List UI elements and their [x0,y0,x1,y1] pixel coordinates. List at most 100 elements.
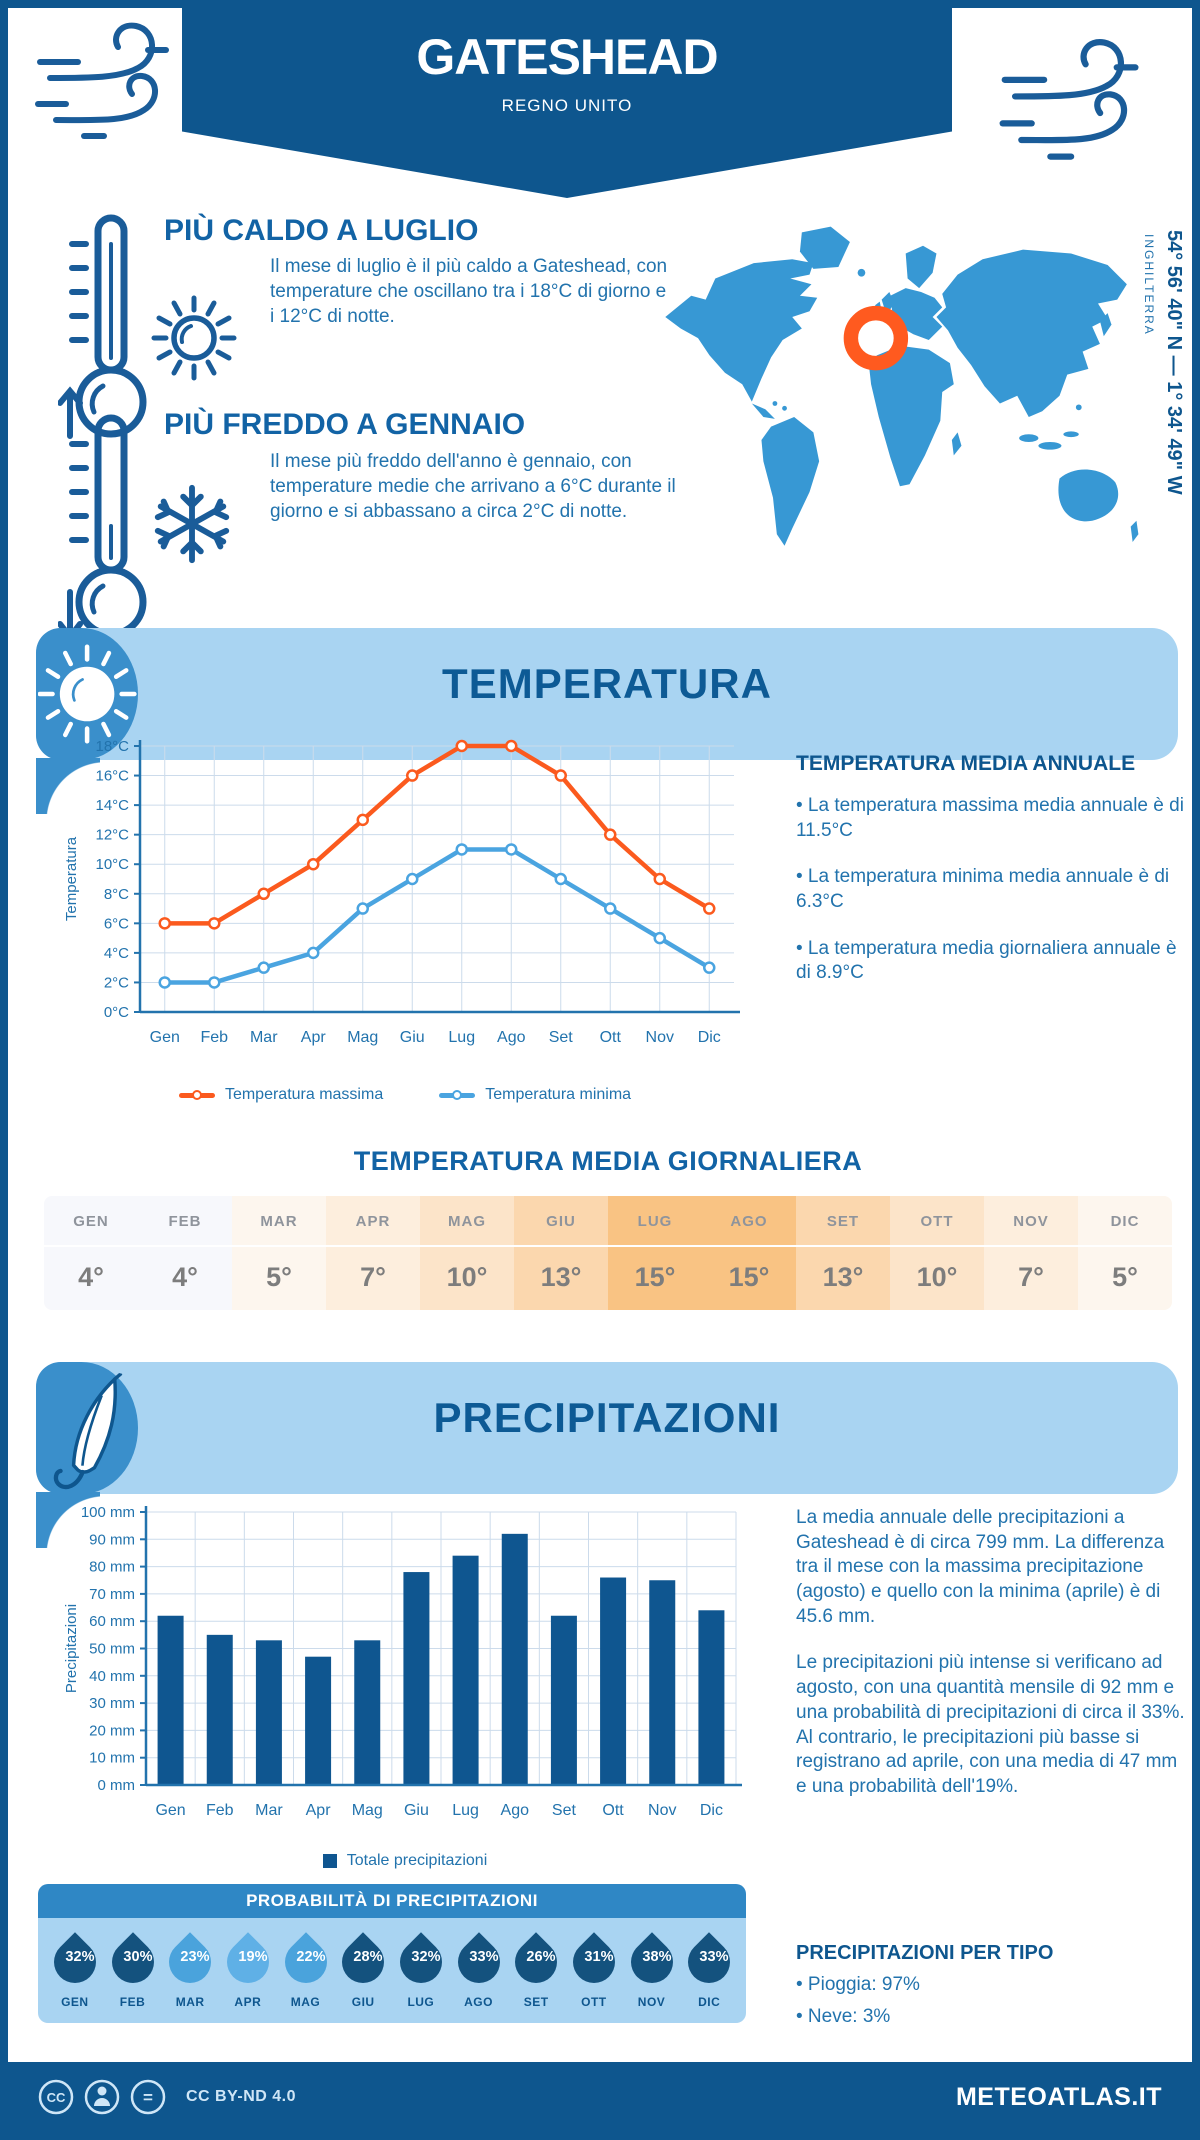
probability-value: 23% [180,1949,210,1966]
probability-value: 38% [641,1949,672,1966]
probability-month: LUG [407,1995,435,2009]
probability-cell: 33% DIC [679,1932,739,2009]
precipitation-paragraph: La media annuale delle precipitazioni a … [796,1507,1165,1627]
annual-temp-bullet: • La temperatura media giornaliera annua… [796,937,1177,984]
daily-temp-column: OTT 10° [890,1196,984,1310]
daily-temp-value: 7° [360,1262,386,1292]
map-region-label: INGHILTERRA [1142,234,1156,336]
precipitation-type-item: • Neve: 3% [796,2006,891,2027]
legend-min-label: Temperatura minima [485,1086,632,1103]
svg-text:Lug: Lug [452,1802,479,1819]
svg-text:Giu: Giu [404,1802,429,1819]
daily-temperature-title: TEMPERATURA MEDIA GIORNALIERA [353,1146,863,1176]
daily-temp-month: GEN [44,1196,138,1247]
svg-text:Mag: Mag [347,1029,378,1046]
thermometer-hot-icon [58,214,147,439]
daily-temp-value: 7° [1018,1262,1044,1292]
probability-cell: 26% SET [506,1932,566,2009]
daily-temperature-table: GEN 4° FEB 4° MAR 5° APR 7° MAG 10° GIU 13° LUG 15° AG… [44,1196,1172,1310]
svg-text:Feb: Feb [200,1029,228,1046]
probability-month: NOV [637,1995,666,2009]
daily-temp-value: 15° [728,1262,770,1292]
daily-temp-column: SET 13° [796,1196,890,1310]
probability-value: 26% [526,1949,556,1966]
sun-icon [151,295,237,381]
probability-cell: 23% MAR [160,1932,220,2009]
precipitation-section-banner: PRECIPITAZIONI [36,1362,1178,1494]
probability-month: MAR [175,1995,205,2009]
legend-min-dot [452,1089,463,1100]
daily-temp-month: FEB [138,1196,232,1247]
precipitation-text: La media annuale delle precipitazioni a … [796,1506,1191,1822]
probability-value: 31% [584,1949,614,1966]
brand-label: METEOATLAS.IT [955,2082,1162,2111]
raindrop-icon: 33% [679,1932,739,1992]
svg-text:50 mm: 50 mm [89,1641,135,1658]
temperature-chart: 0°C 2°C 4°C 6°C 8°C 10°C 12°C 14°C 16°C 18°C Gen Fe… [63,738,740,1046]
wind-icon-right [999,39,1139,160]
annual-temperature-heading: TEMPERATURA MEDIA ANNUALE [796,752,1136,775]
probability-month: OTT [581,1995,607,2009]
probability-month: SET [523,1995,549,2009]
svg-text:6°C: 6°C [104,915,129,932]
daily-temp-value: 13° [540,1262,582,1292]
world-map [665,226,1139,546]
legend-total-label: Totale precipitazioni [346,1852,488,1869]
svg-text:CC: CC [47,2090,66,2105]
svg-text:10 mm: 10 mm [89,1750,135,1767]
page-title: GATESHEAD [416,29,718,85]
precipitation-banner-tail [36,1492,100,1548]
precipitation-types-heading: PRECIPITAZIONI PER TIPO [796,1942,1054,1964]
sun-banner-icon [38,644,137,744]
svg-text:90 mm: 90 mm [89,1531,135,1548]
svg-text:2°C: 2°C [104,974,129,991]
daily-temp-value: 13° [822,1262,864,1292]
svg-text:Set: Set [549,1029,574,1046]
probability-cell: 28% GIU [333,1932,393,2009]
probability-value: 32% [65,1949,95,1966]
temperature-legend: Temperatura massima Temperatura minima [60,1086,750,1104]
daily-temp-month: AGO [702,1196,796,1247]
daily-temp-column: LUG 15° [608,1196,702,1310]
daily-temp-column: FEB 4° [138,1196,232,1310]
probability-value: 33% [468,1949,498,1966]
probability-cell: 22% MAG [275,1932,336,2009]
svg-text:Dic: Dic [700,1802,723,1819]
svg-text:Apr: Apr [301,1029,327,1046]
daily-temp-value: 15° [634,1262,676,1292]
svg-text:100 mm: 100 mm [81,1504,135,1521]
svg-text:Apr: Apr [306,1802,332,1819]
umbrella-icon [53,1372,123,1490]
svg-text:12°C: 12°C [95,827,129,844]
daily-temp-month: LUG [608,1196,702,1247]
daily-temp-column: AGO 15° [702,1196,796,1310]
raindrop-icon: 26% [506,1932,566,1992]
page-subtitle: REGNO UNITO [501,96,633,115]
svg-text:40 mm: 40 mm [89,1668,135,1685]
cold-title: PIÙ FREDDO A GENNAIO [164,408,526,441]
snowflake-icon [154,484,230,564]
svg-text:Ott: Ott [602,1802,624,1819]
raindrop-icon: 32% [391,1932,451,1992]
temperature-banner-cap [36,628,138,760]
probability-month: MAG [290,1995,321,2009]
precipitation-section-title: PRECIPITAZIONI [433,1394,781,1441]
raindrop-icon: 30% [102,1932,163,1992]
probability-month: FEB [119,1995,146,2009]
svg-text:0°C: 0°C [104,1004,129,1021]
raindrop-icon: 28% [333,1932,393,1992]
probability-value: 32% [411,1949,441,1966]
precipitation-banner-cap [36,1362,138,1494]
svg-text:Gen: Gen [150,1029,180,1046]
location-marker [843,305,909,371]
legend-min-marker [439,1089,476,1100]
svg-text:Nov: Nov [646,1029,674,1046]
header-banner: GATESHEAD REGNO UNITO [182,8,952,198]
daily-temp-column: NOV 7° [984,1196,1078,1310]
probability-month: APR [234,1995,262,2009]
precipitation-types-list: • Pioggia: 97% • Neve: 3% [796,1974,920,2038]
legend-item-max: Temperatura massima [178,1086,383,1104]
precipitation-type-item: • Pioggia: 97% [796,1974,920,1995]
daily-temp-column: GIU 13° [514,1196,608,1310]
